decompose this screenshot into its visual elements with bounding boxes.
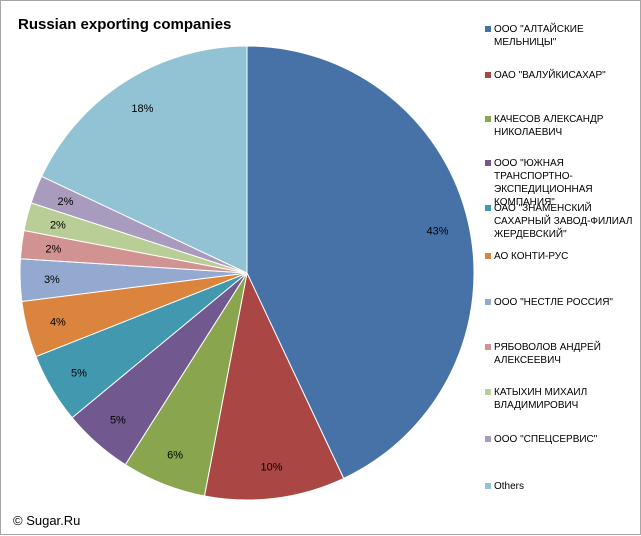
legend-label-6: ООО "НЕСТЛЕ РОССИЯ" (494, 297, 613, 308)
data-label-10: 18% (131, 103, 153, 115)
pie-slice-0 (246, 45, 475, 480)
data-label-4: 5% (71, 367, 87, 379)
legend-label-10: Others (494, 481, 525, 492)
legend-swatch-2 (485, 116, 491, 122)
legend-swatch-1 (485, 72, 491, 78)
legend: ООО "АЛТАЙСКИЕ МЕЛЬНИЦЫ" ОАО "ВАЛУЙКИСАХА… (485, 1, 641, 536)
legend-label-7: РЯБОВОЛОВ АНДРЕЙ АЛЕКСЕЕВИЧ (494, 342, 601, 366)
data-label-8: 2% (50, 220, 66, 232)
data-label-7: 2% (45, 244, 61, 256)
legend-label-1: ОАО "ВАЛУЙКИСАХАР" (494, 70, 606, 81)
data-label-3: 5% (110, 414, 126, 426)
legend-swatch-0 (485, 26, 491, 32)
legend-swatch-9 (485, 436, 491, 442)
data-label-6: 3% (44, 274, 60, 286)
legend-label-2: КАЧЕСОВ АЛЕКСАНДР НИКОЛАЕВИЧ (494, 114, 604, 138)
chart-title: Russian exporting companies (18, 16, 232, 33)
legend-swatch-6 (485, 299, 491, 305)
pie-slice-1 (203, 271, 345, 501)
data-label-0: 43% (426, 225, 448, 237)
data-label-2: 6% (167, 450, 183, 462)
legend-swatch-10 (485, 483, 491, 489)
legend-label-8: КАТЫХИН МИХАИЛ ВЛАДИМИРОВИЧ (494, 387, 588, 411)
legend-label-5: АО КОНТИ-РУС (494, 251, 569, 262)
copyright-text: © Sugar.Ru (13, 513, 81, 528)
legend-label-0: ООО "АЛТАЙСКИЕ МЕЛЬНИЦЫ" (494, 24, 584, 48)
pie-chart: 43% 10% 6% 5% 5% 4% 3% 2% 2% 2% 18% (19, 45, 475, 501)
pie-slice-10 (40, 45, 248, 274)
data-label-9: 2% (58, 196, 74, 208)
legend-swatch-3 (485, 160, 491, 166)
legend-swatch-7 (485, 344, 491, 350)
legend-label-4: ОАО "ЗНАМЕНСКИЙ САХАРНЫЙ ЗАВОД-ФИЛИАЛ ЖЕ… (494, 203, 633, 240)
legend-swatch-5 (485, 253, 491, 259)
legend-label-3: ООО "ЮЖНАЯ ТРАНСПОРТНО-ЭКСПЕДИЦИОННАЯ КО… (494, 158, 593, 208)
legend-swatch-4 (485, 205, 491, 211)
data-label-5: 4% (50, 317, 66, 329)
legend-swatch-8 (485, 389, 491, 395)
data-label-1: 10% (260, 462, 282, 474)
legend-label-9: ООО "СПЕЦСЕРВИС" (494, 434, 598, 445)
